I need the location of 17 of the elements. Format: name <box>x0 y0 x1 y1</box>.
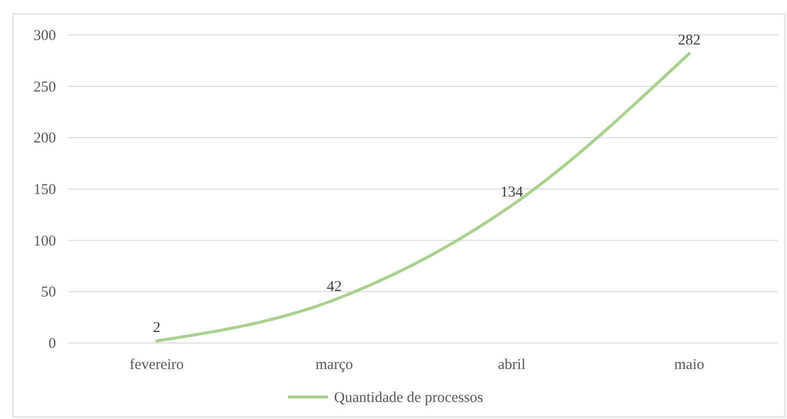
y-tick-label: 250 <box>34 79 56 96</box>
data-label: 42 <box>326 278 342 295</box>
y-tick-label: 300 <box>34 28 56 44</box>
x-tick-label: abril <box>498 357 526 373</box>
y-tick-label: 50 <box>41 284 56 301</box>
data-label: 2 <box>153 320 160 336</box>
y-tick-label: 0 <box>48 336 56 352</box>
line-series <box>155 52 691 342</box>
data-label: 282 <box>678 32 700 48</box>
y-tick-label: 200 <box>34 130 56 147</box>
x-tick-label: fevereiro <box>130 357 184 373</box>
x-tick-label: março <box>316 357 353 373</box>
y-tick-label: 100 <box>34 233 56 250</box>
legend-label: Quantidade de processos <box>334 390 484 406</box>
x-tick-label: maio <box>674 357 704 373</box>
data-label: 134 <box>500 184 524 200</box>
y-tick-label: 150 <box>34 182 56 198</box>
